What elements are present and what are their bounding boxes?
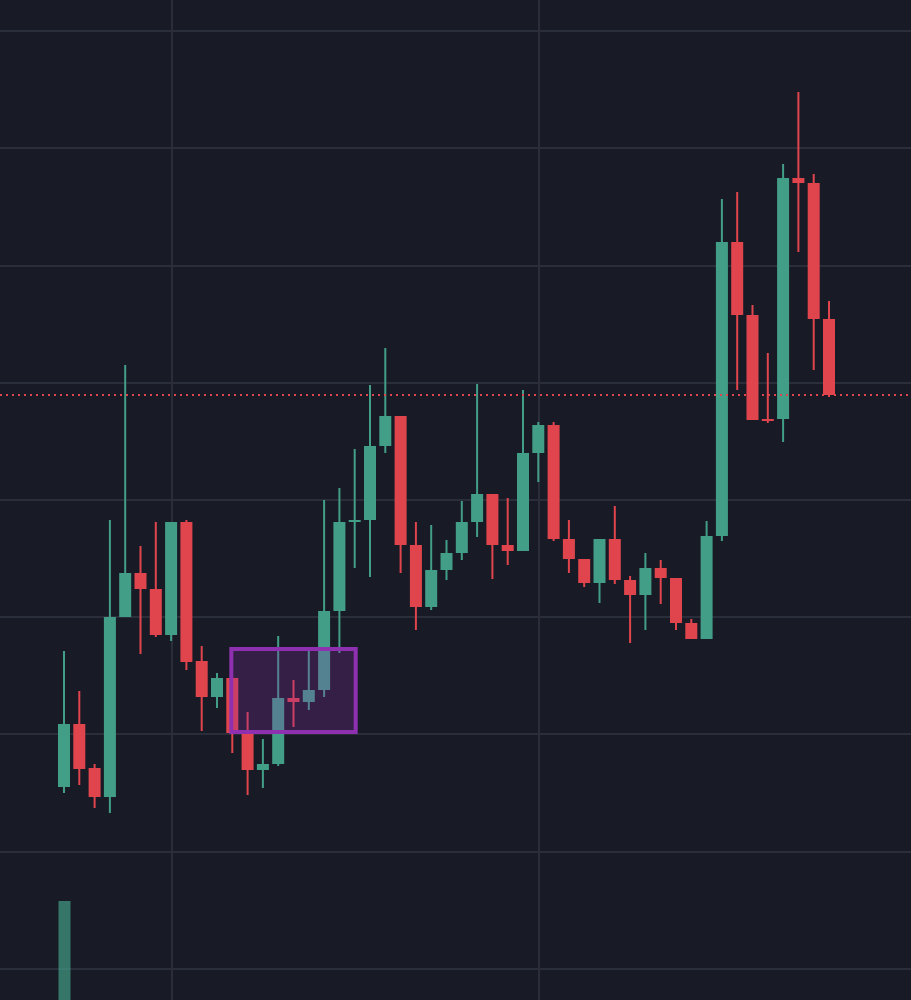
candle-body [593,539,606,583]
candle-body [211,678,223,697]
candle-body [562,539,575,559]
candle-body [807,183,820,319]
candle-body [471,494,484,522]
candle-body [670,578,682,623]
candle-body [256,764,269,770]
candle-body [654,568,667,578]
candle-body [165,522,178,635]
candle-body [333,522,346,611]
candle-body [700,536,713,639]
candle-body [777,178,790,419]
candle-body [134,573,147,589]
candle-body [394,416,407,545]
candle-body [608,539,621,580]
candle-body [119,573,132,617]
candle-body [746,315,759,420]
candle-body [195,661,208,697]
candle-body [58,724,70,787]
candle-body [425,570,438,607]
candle-body [685,623,698,639]
highlight-zone [229,647,358,734]
candle-body [761,419,774,421]
candle-body [73,724,86,769]
candle-body [103,617,116,797]
candle-body [440,553,453,570]
candle-body [639,568,652,595]
candle-body [287,698,300,702]
candle-body [731,242,744,315]
candle-body [517,453,529,551]
candle-body [547,425,560,539]
candle-body [715,242,728,536]
candle-body [823,319,835,395]
candle-body [364,446,376,520]
candle-body [455,522,468,553]
candle-body [501,545,514,551]
candle-body [532,425,545,453]
candle-body [88,768,101,797]
candle-body [379,416,392,446]
candle-body [486,494,499,545]
volume-bar [58,901,71,1000]
candle-body [578,559,591,583]
candle-body [180,522,193,662]
candle-body [241,733,254,770]
candle-body [149,589,162,635]
candle-body [348,520,361,522]
candle-body [302,690,315,702]
candle-body [409,545,422,607]
candle-body [792,178,805,183]
candle-body [624,580,637,595]
